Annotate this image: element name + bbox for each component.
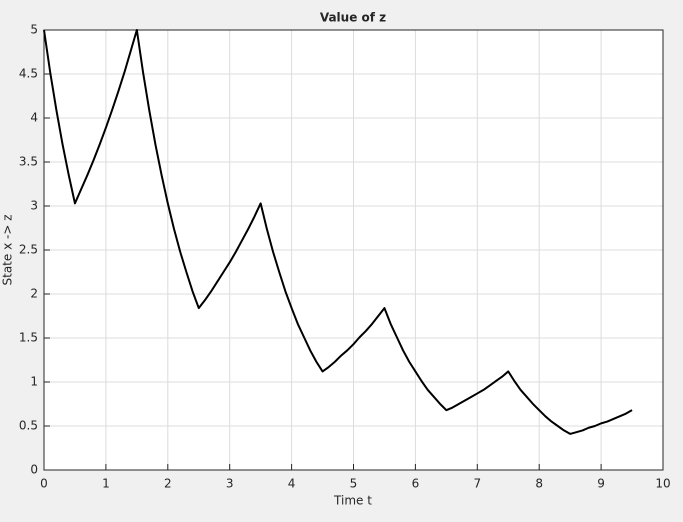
x-tick-label: 8 [535,477,543,491]
y-tick-label: 1.5 [19,331,38,345]
y-tick-label: 0.5 [19,419,38,433]
y-tick-label: 4 [30,111,38,125]
y-tick-label: 3 [30,199,38,213]
y-tick-label: 2 [30,287,38,301]
x-tick-label: 10 [655,477,670,491]
y-tick-label: 0 [30,463,38,477]
x-tick-label: 6 [412,477,420,491]
x-axis-label: Time t [333,494,372,508]
x-tick-label: 1 [102,477,110,491]
y-axis-label: State x -> z [1,215,15,286]
data-line [43,29,633,435]
axes-box [43,29,664,471]
x-tick-label: 4 [288,477,296,491]
y-tick-label: 4.5 [19,67,38,81]
x-tick-label: 7 [473,477,481,491]
y-tick-label: 1 [30,375,38,389]
y-tick-label: 5 [30,23,38,37]
y-tick-label: 2.5 [19,243,38,257]
x-tick-label: 3 [226,477,234,491]
x-tick-label: 9 [597,477,605,491]
y-tick-label: 3.5 [19,155,38,169]
x-tick-label: 5 [350,477,358,491]
x-tick-label: 2 [164,477,172,491]
x-tick-label: 0 [40,477,48,491]
chart-title: Value of z [320,11,386,25]
